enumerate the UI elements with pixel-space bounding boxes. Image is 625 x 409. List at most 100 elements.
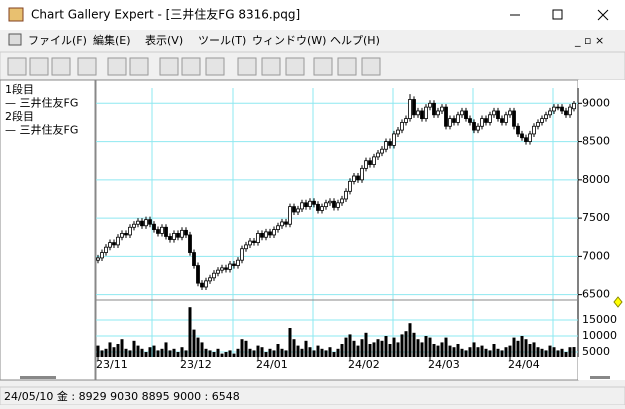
tool-button[interactable]	[7, 57, 27, 76]
candle-body	[304, 202, 308, 208]
volume-bar	[340, 344, 344, 357]
candle-body	[112, 242, 116, 246]
candle-body	[384, 141, 388, 150]
maximize[interactable]	[552, 9, 563, 20]
volume-bar	[320, 348, 324, 357]
volume-bar	[104, 348, 108, 357]
candle-body	[560, 106, 564, 112]
volume-bar	[444, 337, 448, 357]
volume-bar	[468, 347, 472, 357]
menu-item[interactable]: 編集(E)	[93, 33, 131, 47]
volume-bar	[224, 352, 228, 357]
candle-body	[468, 118, 472, 123]
volume-bar	[228, 350, 232, 357]
volume-bar	[504, 347, 508, 357]
volume-bar	[204, 348, 208, 357]
candle-body	[564, 110, 568, 116]
candle-body	[324, 202, 328, 208]
volume-bar	[164, 342, 168, 357]
volume-bar	[548, 345, 552, 357]
candle-body	[392, 133, 396, 146]
candle-body	[240, 248, 244, 261]
tool-button[interactable]	[77, 57, 97, 76]
candle-body	[524, 137, 528, 142]
tool-button[interactable]	[237, 57, 257, 76]
tool-button[interactable]	[261, 57, 281, 76]
volume-bar	[292, 339, 296, 357]
candle-body	[444, 106, 448, 127]
tool-button[interactable]	[337, 57, 357, 76]
tool-button[interactable]	[129, 57, 149, 76]
price-axis	[578, 80, 625, 380]
menu-item[interactable]: ツール(T)	[198, 34, 246, 47]
tool-button[interactable]	[205, 57, 225, 76]
volume-bar	[436, 345, 440, 357]
candle-body	[452, 118, 456, 123]
candle-body	[124, 233, 128, 236]
menu-bar	[0, 30, 625, 50]
candle-body	[300, 202, 304, 210]
volume-bar	[420, 342, 424, 357]
tool-button[interactable]	[51, 57, 71, 76]
candle-body	[472, 122, 476, 131]
candle-body	[484, 118, 488, 123]
candle-body	[308, 200, 312, 208]
mdi-buttons[interactable]: _ ▫ ×	[574, 34, 604, 47]
volume-bar	[308, 347, 312, 357]
candle-body	[424, 106, 428, 120]
panel-item[interactable]: 2段目	[5, 109, 34, 123]
tool-button[interactable]	[159, 57, 179, 76]
volume-bar	[312, 350, 316, 357]
volume-bar	[328, 347, 332, 357]
candle-body	[232, 263, 236, 266]
close[interactable]	[597, 9, 609, 21]
y-tick-label: 7000	[582, 249, 610, 262]
menu-item[interactable]: 表示(V)	[145, 33, 183, 47]
volume-bar	[456, 344, 460, 357]
candle-body	[164, 226, 168, 237]
volume-bar	[192, 329, 196, 357]
volume-bar	[200, 342, 204, 357]
candle-body	[140, 220, 144, 227]
candle-body	[504, 114, 508, 123]
volume-bar	[300, 348, 304, 357]
candle-body	[320, 206, 324, 211]
candle-body	[480, 118, 484, 127]
volume-bar	[132, 340, 136, 357]
volume-bar	[272, 350, 276, 357]
panel-item[interactable]: 1段目	[5, 82, 34, 96]
candle-body	[104, 246, 108, 253]
tool-button[interactable]	[107, 57, 127, 76]
volume-bar	[508, 345, 512, 357]
tool-button[interactable]	[181, 57, 201, 76]
candle-body	[148, 219, 152, 225]
tool-button[interactable]	[313, 57, 333, 76]
title-bar	[0, 0, 625, 30]
scrollbar[interactable]	[590, 376, 610, 379]
volume-bar	[564, 352, 568, 357]
menu-item[interactable]: ウィンドウ(W)	[252, 34, 326, 47]
menu-item[interactable]: ヘルプ(H)	[330, 34, 380, 47]
candle-body	[136, 220, 140, 225]
tool-button[interactable]	[361, 57, 381, 76]
candle-body	[336, 202, 340, 208]
volume-bar	[424, 336, 428, 357]
candle-body	[312, 200, 316, 205]
scrollbar[interactable]	[20, 376, 56, 379]
volume-bar	[560, 348, 564, 357]
tool-button[interactable]	[285, 57, 305, 76]
tool-button[interactable]	[29, 57, 49, 76]
panel-item[interactable]: — 三井住友FG	[5, 123, 78, 137]
volume-bar	[280, 348, 284, 357]
candle-body	[204, 280, 208, 288]
volume-bar	[376, 339, 380, 357]
candle-body	[192, 252, 196, 266]
panel-item[interactable]: — 三井住友FG	[5, 96, 78, 110]
menu-item[interactable]: ファイル(F)	[28, 34, 87, 47]
app-icon	[8, 7, 24, 22]
volume-bar	[260, 347, 264, 357]
volume-bar	[304, 340, 308, 357]
volume-bar	[404, 331, 408, 357]
